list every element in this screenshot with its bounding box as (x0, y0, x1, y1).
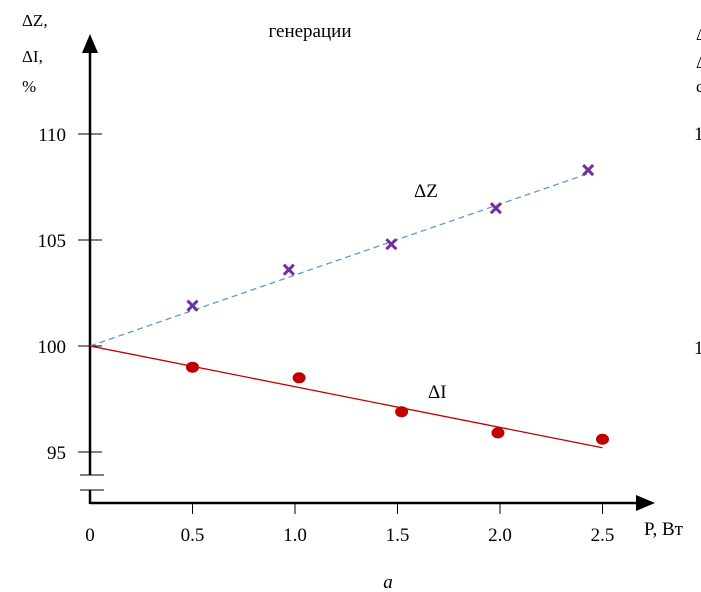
x-tick-label: 0.5 (181, 525, 205, 546)
di-data-point (292, 372, 306, 384)
y-axis-label: ΔZ, ΔI, % (22, 11, 48, 96)
x-tick-label: 1.5 (386, 525, 410, 546)
series-annotation-di: ΔI (428, 382, 447, 403)
edge-fragment-1: Δ (696, 25, 701, 44)
edge-fragment-2: Δ (696, 53, 701, 72)
x-tick-label: 2.0 (488, 525, 512, 546)
y-axis-arrow (82, 34, 98, 53)
dz-marker-stroke (582, 163, 595, 177)
di-data-point (491, 427, 505, 439)
dz-marker-stroke (186, 299, 199, 312)
dz-data-point (582, 163, 595, 177)
dz-marker-stroke (282, 263, 295, 276)
dz-fit-line (89, 171, 593, 347)
x-axis-arrow (636, 495, 655, 511)
right-edge-fragments: Δ Δ с 1 1 (694, 25, 701, 359)
x-tick-label: 1.0 (283, 525, 307, 546)
fit-lines (89, 171, 603, 449)
figure-caption: а (383, 572, 393, 592)
y-tick-label: 105 (38, 231, 67, 252)
y-tick-label: 100 (38, 337, 67, 358)
di-fit-line (89, 345, 603, 449)
title-fragment: генерации (268, 21, 351, 42)
edge-fragment-3: с (696, 77, 701, 96)
edge-fragment-4: 1 (694, 124, 701, 145)
dz-marker-stroke (385, 238, 398, 251)
axes (80, 34, 655, 511)
x-tick-label: 0 (85, 525, 95, 546)
dz-data-point (489, 202, 502, 215)
y-tick-label: 110 (38, 125, 66, 146)
dz-data-point (282, 263, 295, 276)
di-data-point (596, 433, 609, 445)
ticks: 0 0.5 1.0 1.5 2.0 2.5 95 100 105 110 (38, 125, 615, 546)
y-label-line-1: ΔZ, (22, 11, 48, 30)
edge-fragment-5: 1 (694, 338, 701, 359)
data-marks (186, 163, 609, 445)
y-label-line-3: % (22, 77, 36, 96)
y-tick-label: 95 (47, 443, 66, 464)
di-data-point (186, 361, 199, 373)
series-annotation-dz: ΔZ (414, 181, 438, 202)
dz-data-point (186, 299, 199, 312)
y-label-line-2: ΔI, (22, 47, 43, 66)
dz-marker-stroke (489, 202, 502, 215)
x-axis-label: P, Вт (644, 519, 684, 540)
dz-data-point (385, 238, 398, 251)
x-tick-label: 2.5 (591, 525, 615, 546)
di-data-point (395, 406, 409, 418)
